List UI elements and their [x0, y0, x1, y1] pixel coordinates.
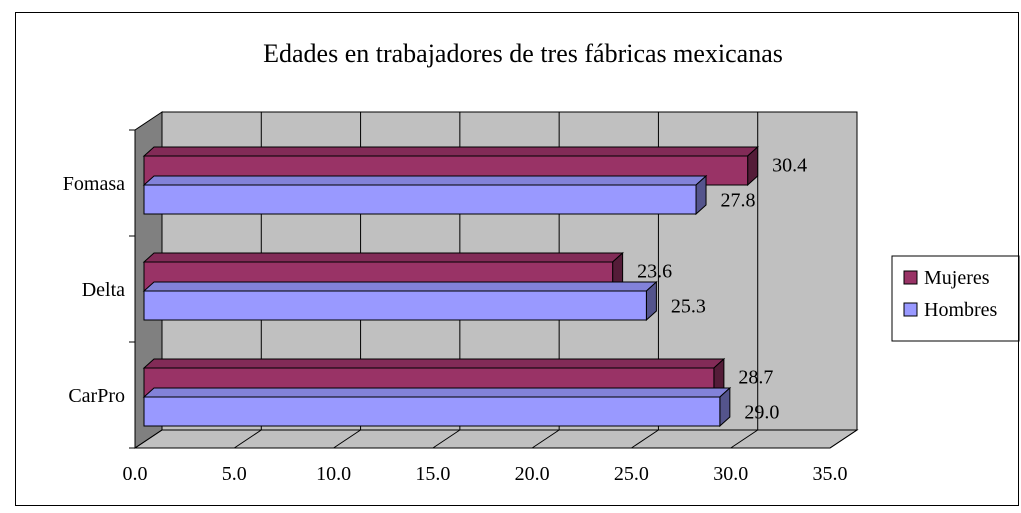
bar-top-face: [142, 175, 708, 186]
x-tick-label: 15.0: [415, 463, 450, 485]
floor-gridline: [531, 429, 560, 449]
x-tick-label: 5.0: [222, 463, 247, 485]
bar-top-face: [142, 252, 624, 263]
category-label: CarPro: [68, 385, 125, 407]
x-tick-label: 0.0: [123, 463, 148, 485]
floor-gridline: [432, 429, 461, 449]
x-tick-label: 10.0: [316, 463, 351, 485]
chart-title: Edades en trabajadores de tres fábricas …: [263, 39, 783, 68]
bar-hombres-fomasa: [143, 184, 697, 215]
bar-top-face: [142, 146, 759, 157]
legend-swatch-mujeres: [903, 270, 918, 285]
floor-gridline: [730, 429, 758, 449]
chart-legend: Mujeres Hombres: [891, 255, 1020, 342]
bar-hombres-carpro: [143, 396, 721, 427]
category-label: Delta: [82, 279, 125, 301]
floor-gridline: [829, 429, 858, 449]
data-label: 27.8: [721, 190, 756, 212]
chart-axes: 0.0 5.0 10.0 15.0 20.0 25.0 30.0 35.0 Fomasa Delt…: [63, 129, 848, 485]
floor-gridline: [134, 429, 163, 449]
floor-gridline: [631, 429, 659, 449]
legend-swatch-hombres: [903, 302, 918, 317]
chart-floor: [133, 429, 859, 449]
bar-top-face: [142, 387, 732, 398]
chart-bars: [142, 145, 759, 428]
data-label: 25.3: [671, 296, 706, 318]
x-tick-label: 30.0: [713, 463, 748, 485]
category-label: Fomasa: [63, 173, 125, 195]
legend-label: Hombres: [924, 299, 998, 321]
legend-box: [891, 255, 1020, 342]
x-tick-label: 20.0: [515, 463, 550, 485]
bar-hombres-delta: [143, 290, 647, 321]
x-tick-label: 35.0: [813, 463, 848, 485]
data-label: 30.4: [772, 155, 807, 177]
bar-top-face: [142, 358, 726, 369]
legend-label: Mujeres: [924, 267, 990, 289]
floor: [133, 429, 859, 449]
floor-gridline: [234, 429, 262, 449]
data-label: 23.6: [637, 261, 672, 283]
floor-gridline: [333, 429, 361, 449]
bar-top-face: [142, 281, 658, 292]
data-label: 29.0: [744, 402, 779, 424]
x-tick-label: 25.0: [614, 463, 649, 485]
data-label: 28.7: [738, 367, 773, 389]
chart-data-labels: 30.4 27.8 23.6 25.3 28.7 29.0: [637, 155, 807, 424]
